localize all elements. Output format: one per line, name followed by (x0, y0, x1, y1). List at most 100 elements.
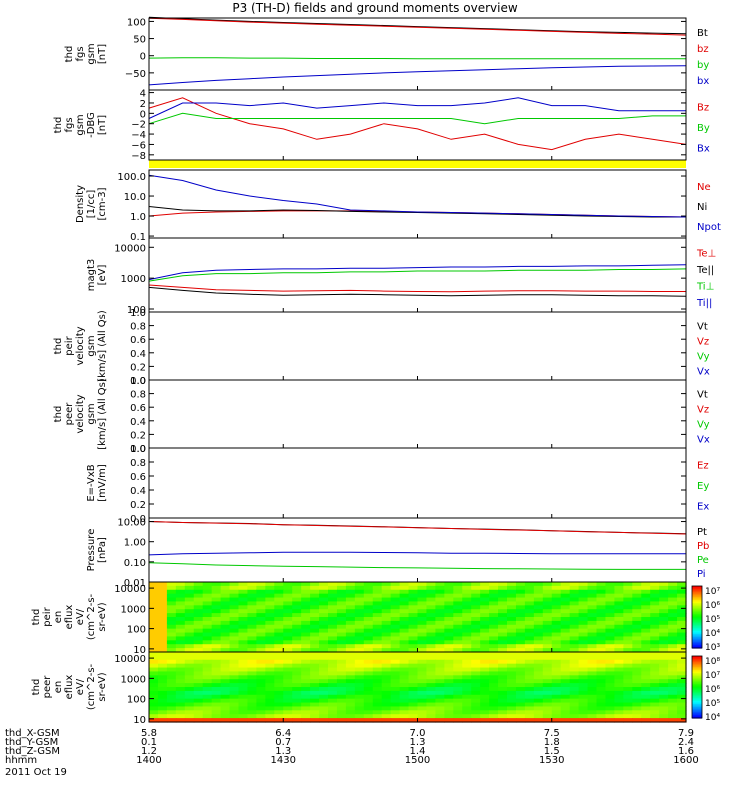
spectrogram-cell (166, 624, 177, 630)
spectrogram-cell (569, 663, 580, 669)
spectrogram-cell (462, 690, 472, 696)
spectrogram-cell (211, 648, 222, 653)
spectrogram-cell (274, 601, 284, 606)
spectrogram-cell (453, 609, 463, 614)
spectrogram-cell (444, 706, 454, 711)
spectrogram-cell (659, 636, 669, 641)
spectrogram-cell (524, 585, 535, 591)
spectrogram-cell (533, 628, 544, 634)
spectrogram-cell (149, 624, 159, 630)
spectrogram-cell (149, 702, 159, 708)
spectrogram-cell (677, 640, 687, 645)
spectrogram-cell (301, 617, 311, 622)
spectrogram-cell (471, 636, 481, 641)
colorbar-segment (692, 707, 702, 710)
colorbar-segment (692, 669, 702, 673)
spectrogram-cell (157, 582, 168, 587)
y-axis-label: peir (42, 606, 53, 626)
spectrogram-cell (498, 636, 508, 641)
spectrogram-cell (533, 694, 544, 700)
y-tick-label: −8 (131, 151, 146, 162)
spectrogram-cell (668, 687, 678, 692)
spectrogram-cell (328, 671, 338, 676)
spectrogram-cell (399, 617, 410, 622)
spectrogram-cell (444, 617, 454, 622)
spectrogram-cell (220, 690, 231, 696)
spectrogram-cell (202, 593, 213, 599)
spectrogram-cell (220, 698, 231, 704)
spectrogram-cell (471, 652, 481, 657)
spectrogram-cell (319, 671, 329, 676)
spectrogram-cell (175, 620, 186, 626)
spectrogram-cell (390, 609, 401, 614)
spectrogram-cell (480, 593, 490, 599)
spectrogram-cell (569, 593, 580, 599)
spectrogram-cell (542, 585, 553, 591)
spectrogram-cell (668, 652, 678, 657)
spectrogram-cell (471, 617, 481, 622)
spectrogram-cell (515, 687, 526, 692)
spectrogram-cell (417, 714, 428, 719)
spectrogram-cell (650, 710, 660, 715)
spectrogram-cell (399, 714, 410, 719)
spectrogram-cell (542, 702, 553, 708)
spectrogram-cell (605, 617, 615, 622)
spectrogram-cell (560, 648, 571, 653)
spectrogram-cell (560, 679, 571, 684)
spectrogram-cell (292, 652, 302, 657)
spectrogram-cell (238, 702, 249, 708)
spectrogram-cell (193, 663, 204, 669)
spectrogram-cell (632, 694, 642, 700)
spectrogram-cell (283, 617, 293, 622)
colorbar-segment (692, 710, 702, 713)
legend-entry-ni: Ni (697, 202, 707, 213)
spectrogram-cell (435, 694, 445, 700)
spectrogram-cell (238, 628, 249, 634)
colorbar-segment (692, 716, 702, 719)
spectrogram-cell (453, 636, 463, 641)
spectrogram-cell (578, 702, 589, 708)
spectrogram-cell (668, 671, 678, 676)
spectrogram-cell (542, 687, 553, 692)
colorbar-segment (692, 656, 702, 659)
spectrogram-cell (193, 714, 204, 719)
spectrogram-cell (569, 648, 580, 653)
spectrogram-cell (462, 640, 472, 645)
spectrogram-cell (408, 644, 419, 649)
spectrogram-cell (480, 710, 490, 715)
spectrogram-cell (480, 597, 490, 603)
panel-frame (148, 169, 687, 239)
spectrogram-cell (587, 632, 598, 638)
spectrogram-cell (551, 671, 562, 676)
spectrogram-cell (462, 636, 472, 641)
spectrogram-cell (247, 593, 257, 599)
spectrogram-cell (292, 687, 302, 692)
y-axis-label: fgs (75, 46, 86, 61)
spectrogram-cell (310, 644, 320, 649)
spectrogram-cell (498, 679, 508, 684)
spectrogram-cell (426, 663, 436, 669)
spectrogram-cell (533, 605, 544, 610)
spectrogram-cell (462, 718, 472, 723)
spectrogram-cell (265, 706, 275, 711)
colorbar-segment (692, 590, 702, 593)
spectrogram-cell (193, 617, 204, 622)
spectrogram-cell (453, 640, 463, 645)
spectrogram-cell (641, 702, 651, 708)
spectrogram-cell (551, 636, 562, 641)
series-line-bt (148, 16, 687, 35)
spectrogram-cell (417, 687, 428, 692)
spectrogram-cell (426, 620, 436, 626)
spectrogram-cell (399, 597, 410, 603)
spectrogram-cell (650, 698, 660, 704)
spectrogram-cell (265, 644, 275, 649)
spectrogram-cell (256, 648, 266, 653)
spectrogram-cell (596, 593, 607, 599)
spectrogram-cell (336, 706, 347, 711)
y-axis-label: (cm^2-s- (86, 663, 97, 710)
spectrogram-cell (417, 659, 428, 665)
spectrogram-cell (301, 652, 311, 657)
spectrogram-cell (265, 648, 275, 653)
spectrogram-cell (292, 671, 302, 676)
